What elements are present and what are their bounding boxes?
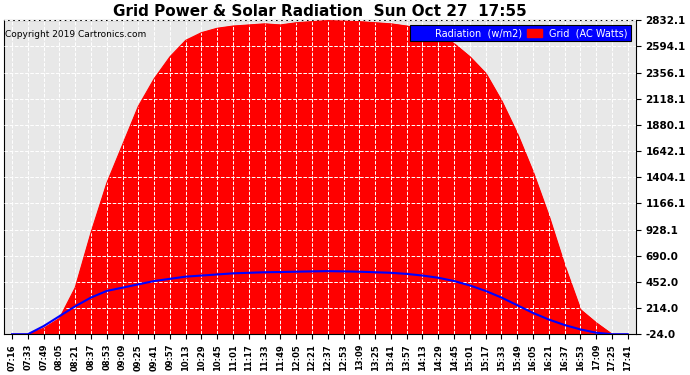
Text: Copyright 2019 Cartronics.com: Copyright 2019 Cartronics.com (6, 30, 147, 39)
Title: Grid Power & Solar Radiation  Sun Oct 27  17:55: Grid Power & Solar Radiation Sun Oct 27 … (113, 4, 526, 19)
Legend: Radiation  (w/m2), Grid  (AC Watts): Radiation (w/m2), Grid (AC Watts) (410, 25, 631, 41)
